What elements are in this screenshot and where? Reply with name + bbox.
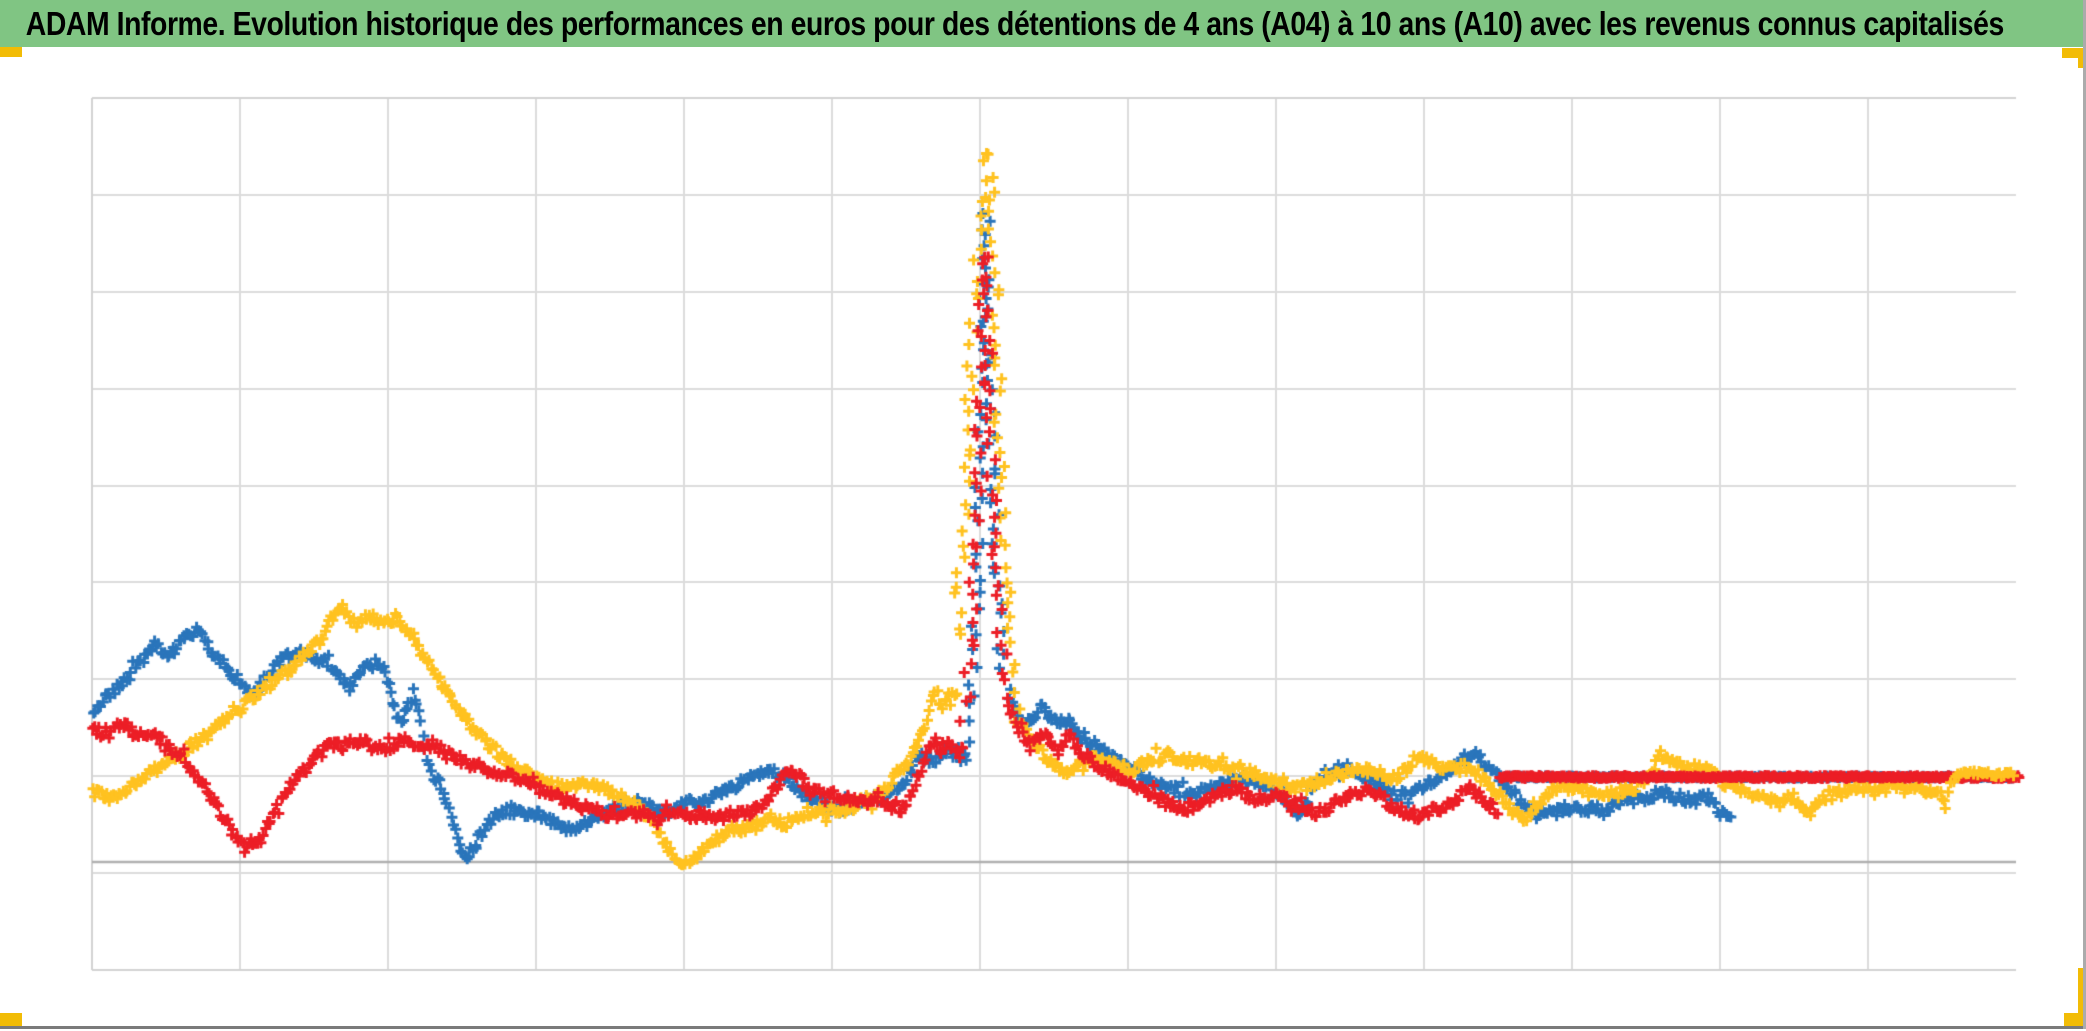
corner-accent-top-right-vertical — [2078, 48, 2086, 68]
corner-accent-bottom-left — [0, 1013, 22, 1026]
bottom-rule — [0, 1026, 2086, 1029]
corner-accent-bottom-right-vertical — [2078, 968, 2086, 1026]
corner-accent-top-right — [2062, 48, 2086, 58]
corner-accent-top-left — [0, 47, 22, 57]
corner-accent-bottom-right — [2064, 1013, 2086, 1026]
right-border — [2083, 0, 2086, 1029]
